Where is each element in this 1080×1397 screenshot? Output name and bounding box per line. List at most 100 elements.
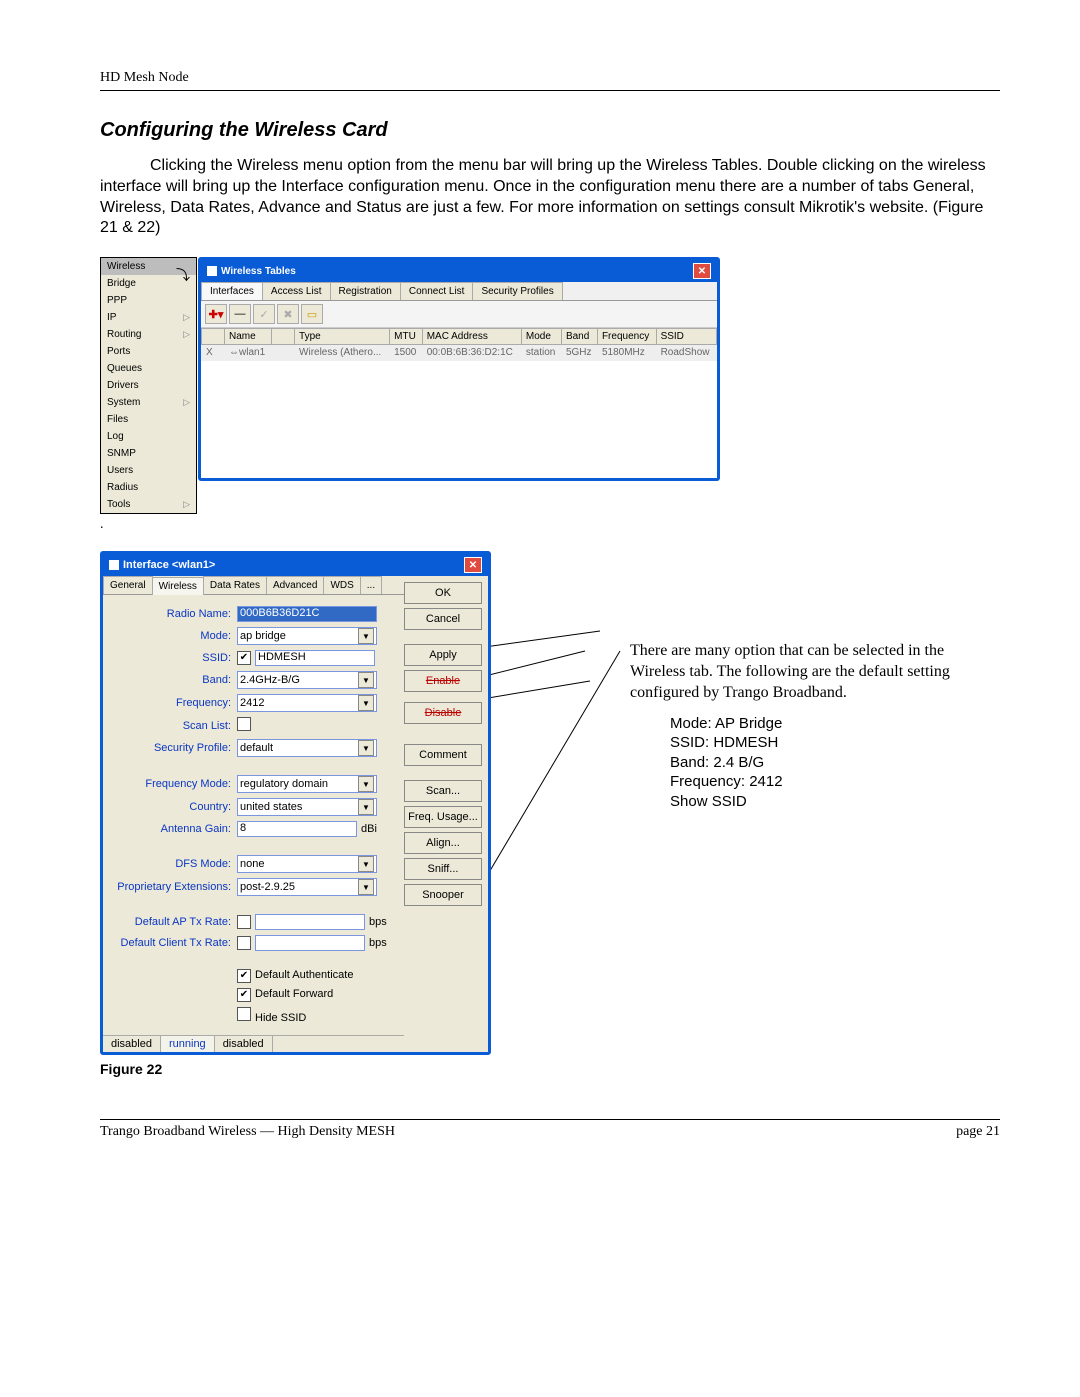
default-ap-tx-input[interactable]	[255, 914, 365, 930]
menu-item-ports[interactable]: Ports	[101, 343, 196, 360]
footer-left: Trango Broadband Wireless — High Density…	[100, 1124, 395, 1140]
antenna-gain-input[interactable]: 8	[237, 821, 357, 837]
enable-button[interactable]: Enable	[404, 670, 482, 692]
side-menu: WirelessBridgePPPIP▷Routing▷PortsQueuesD…	[100, 257, 197, 514]
country-select[interactable]: united states▼	[237, 798, 377, 816]
close-icon[interactable]: ✕	[693, 263, 711, 279]
figure-21-caption: Figure 21	[100, 483, 1000, 499]
tab-wireless[interactable]: Wireless	[152, 577, 204, 595]
default-forward-checkbox[interactable]: ✔	[237, 988, 251, 1002]
ssid-checkbox[interactable]: ✔	[237, 651, 251, 665]
align--button[interactable]: Align...	[404, 832, 482, 854]
menu-item-tools[interactable]: Tools▷	[101, 496, 196, 513]
callout-paragraph: There are many option that can be select…	[630, 641, 980, 703]
default-authenticate-checkbox[interactable]: ✔	[237, 969, 251, 983]
column-header[interactable]: Name	[225, 329, 272, 345]
antenna-gain-label: Antenna Gain:	[111, 823, 237, 835]
disable-button[interactable]: Disable	[404, 702, 482, 724]
comment-button[interactable]: Comment	[404, 744, 482, 766]
table-row[interactable]: X ⇔wlan1 Wireless (Athero... 1500 00:0B:…	[202, 345, 717, 361]
column-header[interactable]: Frequency	[597, 329, 656, 345]
menu-item-drivers[interactable]: Drivers	[101, 377, 196, 394]
security-profile-select[interactable]: default▼	[237, 739, 377, 757]
default-show-ssid: Show SSID	[670, 792, 980, 812]
freq-usage--button[interactable]: Freq. Usage...	[404, 806, 482, 828]
menu-item-radius[interactable]: Radius	[101, 479, 196, 496]
window-tabs: GeneralWirelessData RatesAdvancedWDS...	[103, 576, 404, 595]
snooper-button[interactable]: Snooper	[404, 884, 482, 906]
toolbar: ✚▾ — ✓ ✖ ▭	[201, 301, 717, 328]
frequency-mode-label: Frequency Mode:	[111, 778, 237, 790]
menu-item-log[interactable]: Log	[101, 428, 196, 445]
tab-advanced[interactable]: Advanced	[266, 576, 324, 594]
column-header[interactable]: MAC Address	[422, 329, 521, 345]
tab-access-list[interactable]: Access List	[262, 282, 331, 300]
add-button[interactable]: ✚▾	[205, 304, 227, 324]
tab-data-rates[interactable]: Data Rates	[203, 576, 267, 594]
mode-select[interactable]: ap bridge▼	[237, 627, 377, 645]
menu-item-queues[interactable]: Queues	[101, 360, 196, 377]
column-header[interactable]: Band	[561, 329, 597, 345]
default-client-tx-input[interactable]	[255, 935, 365, 951]
ok-button[interactable]: OK	[404, 582, 482, 604]
dfs-mode-label: DFS Mode:	[111, 858, 237, 870]
default-ap-tx-checkbox[interactable]	[237, 915, 251, 929]
default-ssid: SSID: HDMESH	[670, 733, 980, 753]
mode-label: Mode:	[111, 630, 237, 642]
scanlist-checkbox[interactable]	[237, 717, 251, 731]
tab-security-profiles[interactable]: Security Profiles	[472, 282, 562, 300]
comment-button[interactable]: ▭	[301, 304, 323, 324]
tab-registration[interactable]: Registration	[330, 282, 401, 300]
dfs-mode-select[interactable]: none▼	[237, 855, 377, 873]
enable-button[interactable]: ✓	[253, 304, 275, 324]
default-mode: Mode: AP Bridge	[670, 714, 980, 734]
apply-button[interactable]: Apply	[404, 644, 482, 666]
column-header[interactable]: MTU	[390, 329, 423, 345]
column-header[interactable]: Mode	[521, 329, 561, 345]
ssid-input[interactable]: HDMESH	[255, 650, 375, 666]
band-select[interactable]: 2.4GHz-B/G▼	[237, 671, 377, 689]
menu-item-system[interactable]: System▷	[101, 394, 196, 411]
column-header[interactable]	[202, 329, 225, 345]
tab-wds[interactable]: WDS	[323, 576, 360, 594]
body-paragraph: Clicking the Wireless menu option from t…	[100, 156, 1000, 239]
hide-ssid-checkbox[interactable]	[237, 1007, 251, 1021]
sniff--button[interactable]: Sniff...	[404, 858, 482, 880]
scan--button[interactable]: Scan...	[404, 780, 482, 802]
tab-interfaces[interactable]: Interfaces	[201, 282, 263, 300]
close-icon[interactable]: ✕	[464, 557, 482, 573]
remove-button[interactable]: —	[229, 304, 251, 324]
menu-item-routing[interactable]: Routing▷	[101, 326, 196, 343]
bps-unit: bps	[365, 937, 387, 949]
ssid-label: SSID:	[111, 652, 237, 664]
body-text: Clicking the Wireless menu option from t…	[100, 157, 986, 236]
bps-unit: bps	[365, 916, 387, 928]
window-title: Interface <wlan1>	[123, 559, 215, 571]
spacer-dot: .	[100, 517, 1000, 533]
default-ap-tx-label: Default AP Tx Rate:	[111, 916, 237, 928]
frequency-mode-select[interactable]: regulatory domain▼	[237, 775, 377, 793]
cancel-button[interactable]: Cancel	[404, 608, 482, 630]
menu-item-ppp[interactable]: PPP	[101, 292, 196, 309]
default-frequency: Frequency: 2412	[670, 772, 980, 792]
tab--[interactable]: ...	[360, 576, 382, 594]
tab-connect-list[interactable]: Connect List	[400, 282, 474, 300]
menu-item-users[interactable]: Users	[101, 462, 196, 479]
menu-item-snmp[interactable]: SNMP	[101, 445, 196, 462]
column-header[interactable]: SSID	[656, 329, 716, 345]
menu-item-ip[interactable]: IP▷	[101, 309, 196, 326]
default-client-tx-checkbox[interactable]	[237, 936, 251, 950]
radio-name-input[interactable]: 000B6B36D21C	[237, 606, 377, 622]
menu-item-files[interactable]: Files	[101, 411, 196, 428]
window-tabs: InterfacesAccess ListRegistrationConnect…	[201, 282, 717, 301]
country-label: Country:	[111, 801, 237, 813]
column-header[interactable]	[272, 329, 295, 345]
tab-general[interactable]: General	[103, 576, 153, 594]
column-header[interactable]: Type	[295, 329, 390, 345]
disable-button[interactable]: ✖	[277, 304, 299, 324]
frequency-select[interactable]: 2412▼	[237, 694, 377, 712]
proprietary-ext-select[interactable]: post-2.9.25▼	[237, 878, 377, 896]
window-title: Wireless Tables	[221, 266, 296, 277]
interface-table: Name TypeMTUMAC AddressModeBandFrequencyS…	[201, 328, 717, 361]
frequency-label: Frequency:	[111, 697, 237, 709]
